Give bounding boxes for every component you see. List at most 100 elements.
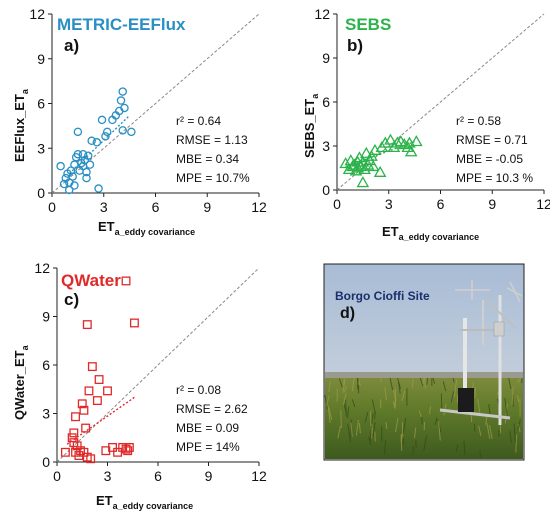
trend-line xyxy=(68,114,131,175)
data-point xyxy=(366,160,380,172)
panel-c-xlabel: ETa_eddy covariance xyxy=(96,493,193,511)
data-point xyxy=(60,447,70,457)
stat-line: RMSE = 2.62 xyxy=(176,402,248,416)
y-tick-label: 6 xyxy=(37,96,45,112)
panel-b: SEBS_ETa ETa_eddy covariance xyxy=(302,93,479,242)
data-point xyxy=(118,126,127,135)
data-point xyxy=(77,399,87,409)
data-point xyxy=(339,157,352,169)
data-point xyxy=(356,176,370,188)
data-point xyxy=(102,127,112,137)
data-point xyxy=(113,447,123,457)
panel-d-photo: Borgo Cioffi Site d) xyxy=(323,263,525,461)
data-point xyxy=(78,149,88,159)
data-point xyxy=(86,454,96,464)
stat-line: MBE = 0.09 xyxy=(176,421,239,435)
data-point xyxy=(82,167,91,177)
panel-letter: a) xyxy=(64,36,79,55)
stat-line: r² = 0.08 xyxy=(176,383,221,397)
photo-field xyxy=(325,378,523,459)
data-point xyxy=(94,375,104,384)
x-tick-label: 12 xyxy=(251,199,267,215)
data-point xyxy=(68,172,77,181)
y-tick-label: 0 xyxy=(37,185,45,201)
photo-letter: d) xyxy=(340,305,355,322)
panel-c: QWater_ETa ETa_eddy covariance xyxy=(12,344,193,511)
stat-line: RMSE = 1.13 xyxy=(176,133,248,147)
y-tick-label: 0 xyxy=(42,454,50,470)
data-point xyxy=(82,320,92,330)
x-tick-label: 0 xyxy=(48,199,56,215)
panel-a-xlabel: ETa_eddy covariance xyxy=(98,219,195,237)
panel-b-xlabel: ETa_eddy covariance xyxy=(382,224,479,242)
data-point xyxy=(73,149,83,159)
data-point xyxy=(92,396,102,406)
data-point xyxy=(101,132,110,141)
y-tick-label: 9 xyxy=(42,309,50,325)
panel-a: EEFlux_ETa ETa_eddy covariance xyxy=(12,88,195,237)
panel-title: METRIC-EEFlux xyxy=(57,15,186,34)
data-point xyxy=(373,165,387,177)
y-tick-label: 3 xyxy=(322,138,330,154)
data-point xyxy=(410,135,423,147)
x-tick-label: 9 xyxy=(203,199,211,215)
x-tick-label: 0 xyxy=(333,196,341,212)
stat-line: MBE = 0.34 xyxy=(176,152,239,166)
data-point xyxy=(73,127,83,137)
x-tick-label: 12 xyxy=(536,196,550,212)
data-point xyxy=(87,136,96,146)
photo-title: Borgo Cioffi Site xyxy=(335,289,430,303)
panel-title: SEBS xyxy=(345,15,391,34)
stat-line: MPE = 10.7% xyxy=(176,171,250,185)
data-point xyxy=(127,127,136,137)
x-tick-label: 6 xyxy=(437,196,445,212)
panel-letter: c) xyxy=(64,290,79,309)
data-point xyxy=(65,185,74,195)
data-point xyxy=(118,87,127,96)
x-tick-label: 0 xyxy=(53,468,61,484)
data-point xyxy=(97,115,107,125)
data-point xyxy=(83,151,93,160)
y-tick-label: 3 xyxy=(37,140,45,156)
data-point xyxy=(84,386,94,396)
stat-line: r² = 0.58 xyxy=(456,114,501,128)
data-point xyxy=(365,149,378,161)
x-tick-label: 3 xyxy=(104,468,112,484)
data-point xyxy=(56,161,65,171)
y-tick-label: 12 xyxy=(34,260,50,276)
data-point xyxy=(116,96,126,105)
y-tick-label: 12 xyxy=(29,6,45,22)
x-tick-label: 3 xyxy=(385,196,393,212)
x-tick-label: 3 xyxy=(100,199,108,215)
panel-a-chart: 0 3 6 9 12 0 3 6 9 12 METRIC-EEFlux a) r² = 0.64 RMSE… xyxy=(29,6,267,215)
data-point xyxy=(59,179,69,189)
data-point xyxy=(121,276,131,286)
tower-sensor xyxy=(493,321,505,337)
stat-line: MPE = 14% xyxy=(176,440,240,454)
photo-horizon xyxy=(325,372,523,380)
stat-line: RMSE = 0.71 xyxy=(456,133,528,147)
data-point xyxy=(384,133,397,145)
data-point xyxy=(87,362,97,372)
data-point xyxy=(69,428,79,438)
y-tick-label: 0 xyxy=(322,182,330,198)
trend-line xyxy=(66,396,135,445)
data-point xyxy=(79,405,89,415)
data-point xyxy=(404,145,418,157)
photo-crop-texture xyxy=(324,377,523,458)
data-point xyxy=(403,136,416,148)
tower-box xyxy=(458,388,474,412)
data-point xyxy=(103,386,112,396)
data-point xyxy=(368,143,382,155)
y-tick-label: 12 xyxy=(314,6,330,22)
data-point xyxy=(108,442,117,452)
panel-b-chart: 0 3 6 9 12 0 3 6 9 12 SEBS b) r² = 0.58 RMSE = 0.71 MB… xyxy=(314,6,550,212)
data-point xyxy=(81,423,91,433)
data-point xyxy=(120,103,129,113)
stat-line: MPE = 10.3 % xyxy=(456,171,533,185)
x-tick-label: 6 xyxy=(152,199,160,215)
data-point xyxy=(82,173,91,183)
y-tick-label: 9 xyxy=(322,50,330,66)
